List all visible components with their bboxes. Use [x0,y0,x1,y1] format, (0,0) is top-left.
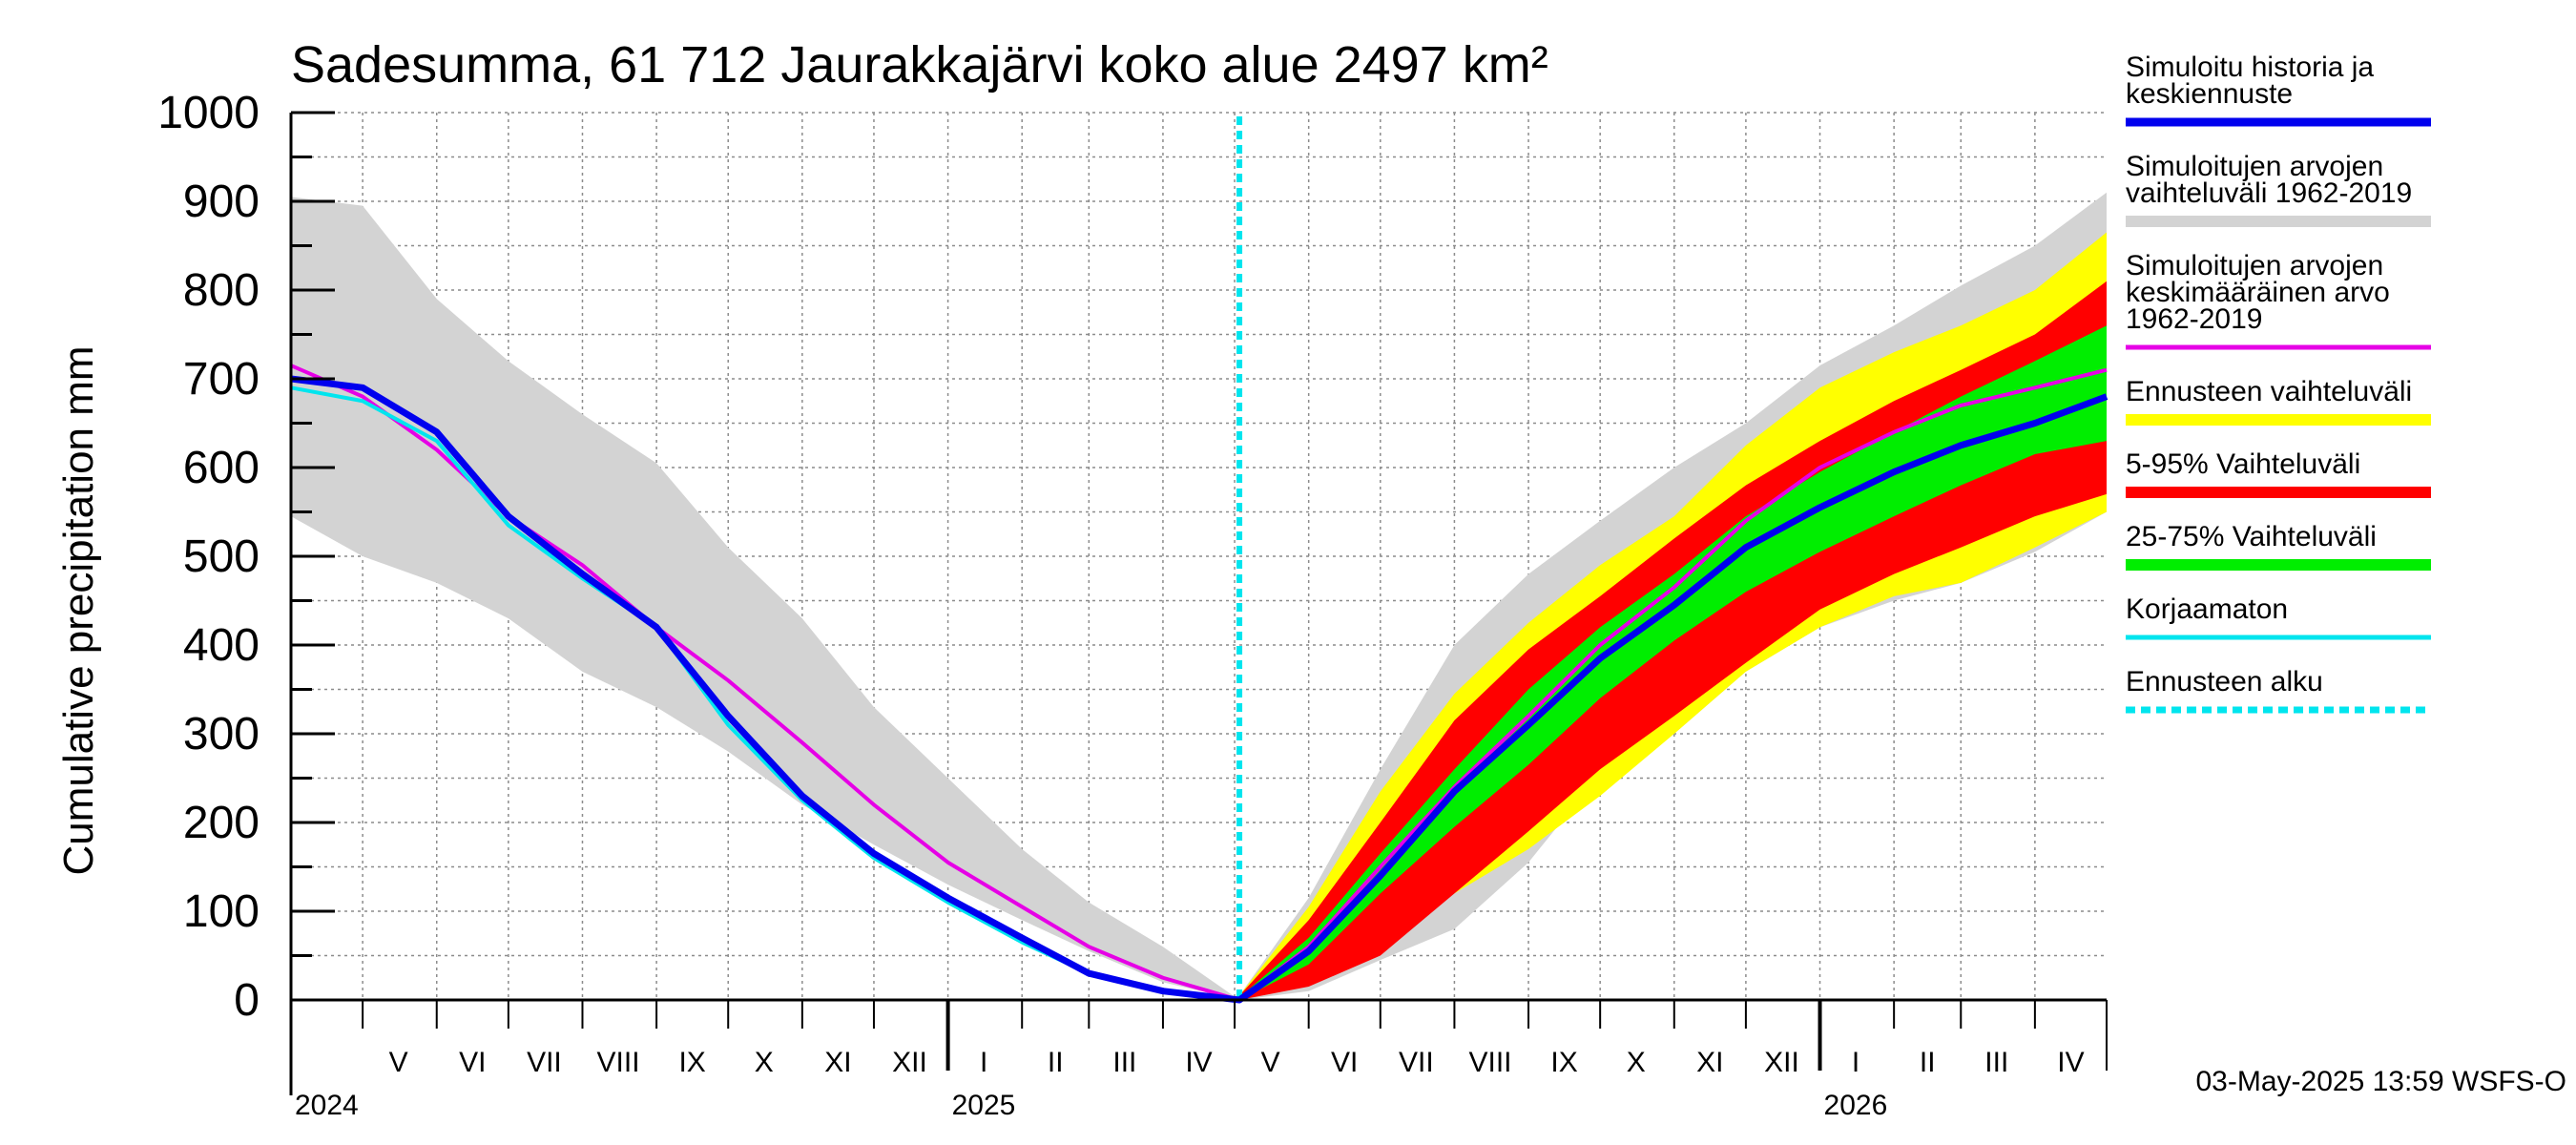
x-month-label: III [1112,1047,1136,1078]
x-month-label: X [755,1047,774,1078]
y-tick-label: 600 [183,443,260,493]
x-month-label: XII [892,1047,927,1078]
chart-title: Sadesumma, 61 712 Jaurakkajärvi koko alu… [291,36,1548,94]
x-month-label: I [980,1047,987,1078]
y-tick-label: 100 [183,886,260,937]
y-tick-label: 800 [183,265,260,316]
legend-label: Ennusteen alku [2126,666,2323,697]
y-tick-label: 300 [183,709,260,760]
x-year-label: 2025 [952,1090,1016,1121]
legend-label: Korjaamaton [2126,593,2288,625]
x-month-label: VII [527,1047,562,1078]
legend-label: keskiennuste [2126,78,2293,110]
x-month-label: IV [2057,1047,2084,1078]
legend-label: vaihteluväli 1962-2019 [2126,177,2412,209]
footer-timestamp: 03-May-2025 13:59 WSFS-O [2196,1066,2567,1097]
x-month-label: V [389,1047,408,1078]
legend-label: Ennusteen vaihteluväli [2126,376,2412,407]
legend-label: 1962-2019 [2126,303,2262,335]
series-line [290,375,2109,1004]
x-month-label: II [1048,1047,1064,1078]
y-tick-label: 200 [183,798,260,848]
x-month-label: XI [824,1047,851,1078]
legend-label: 25-75% Vaihteluväli [2126,521,2377,552]
x-month-label: XII [1764,1047,1799,1078]
x-month-label: VII [1399,1047,1434,1078]
x-month-label: IX [1550,1047,1577,1078]
x-month-label: IV [1185,1047,1212,1078]
y-tick-label: 500 [183,531,260,582]
x-month-label: V [1261,1047,1280,1078]
x-month-label: III [1984,1047,2008,1078]
y-tick-label: 400 [183,620,260,671]
y-tick-label: 1000 [157,88,260,138]
y-tick-label: 0 [234,975,260,1026]
x-month-label: IX [678,1047,705,1078]
x-month-label: II [1920,1047,1936,1078]
x-month-label: X [1627,1047,1646,1078]
legend-label: Simuloitu historia ja [2126,52,2374,83]
x-month-label: I [1852,1047,1859,1078]
series-line [290,364,2108,1002]
legend-label: Simuloitujen arvojen [2126,151,2383,182]
x-month-label: VIII [1468,1047,1511,1078]
y-tick-label: 900 [183,177,260,227]
x-month-label: XI [1696,1047,1723,1078]
y-tick-label: 700 [183,354,260,405]
x-month-label: VI [459,1047,486,1078]
x-year-label: 2024 [295,1090,359,1121]
legend-label: 5-95% Vaihteluväli [2126,448,2360,480]
x-year-label: 2026 [1824,1090,1888,1121]
x-month-label: VI [1331,1047,1358,1078]
y-axis-label: Cumulative precipitation mm [55,345,102,875]
legend-label: Simuloitujen arvojen [2126,250,2383,281]
band-layer [291,192,2107,1001]
line-layer [290,116,2109,1004]
band-area [291,197,1240,1001]
x-month-label: VIII [597,1047,640,1078]
band-area [1239,325,2107,1000]
legend-label: keskimääräinen arvo [2126,277,2390,308]
